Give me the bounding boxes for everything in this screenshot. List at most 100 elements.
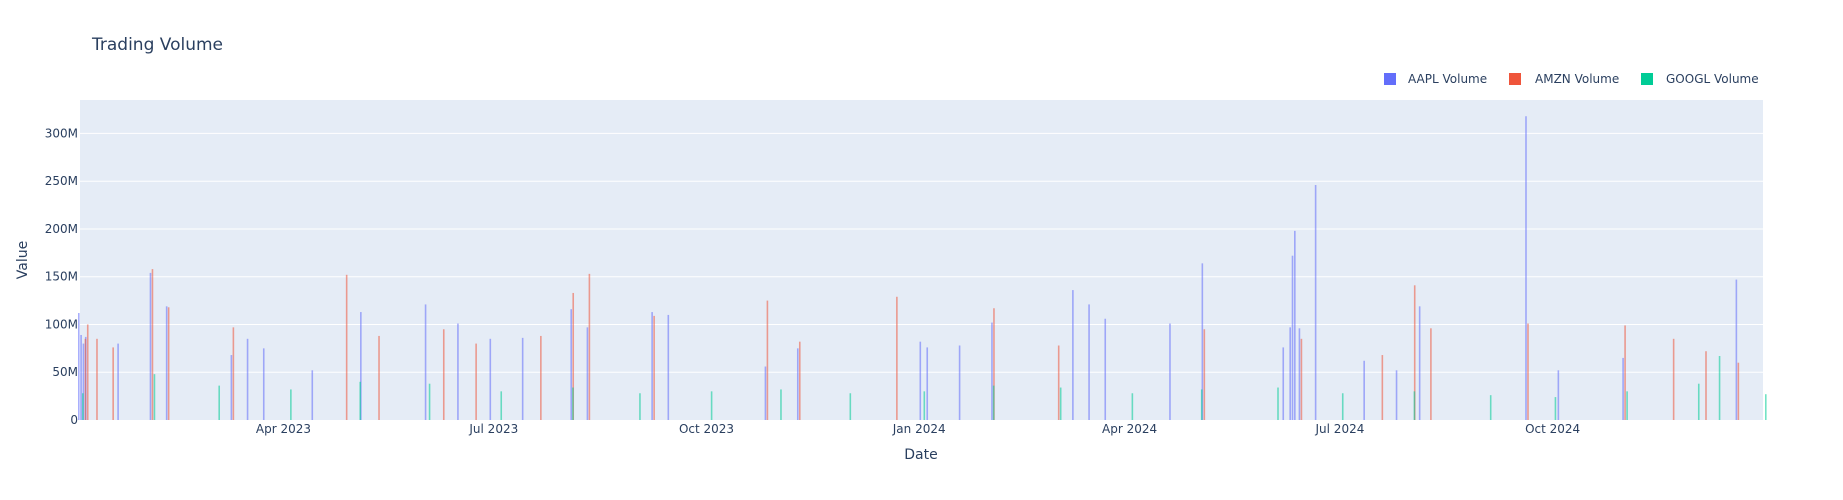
bar-amzn: [1381, 355, 1384, 420]
bar-googl: [849, 393, 852, 420]
legend-item-googl[interactable]: GOOGL Volume: [1641, 72, 1759, 86]
bar-amzn: [1737, 362, 1740, 420]
bar-amzn: [896, 296, 898, 420]
x-tick-label: Apr 2024: [1102, 422, 1157, 436]
series-amzn: [84, 269, 1740, 420]
bar-aapl: [764, 366, 767, 420]
x-tick-label: Oct 2024: [1525, 422, 1580, 436]
bar-googl: [1718, 356, 1721, 420]
bar-aapl: [1525, 116, 1527, 421]
bar-aapl: [1418, 306, 1421, 420]
bar-googl: [1554, 397, 1557, 420]
bar-googl: [1277, 387, 1279, 420]
bar-aapl: [360, 312, 362, 420]
bar-googl: [1059, 387, 1062, 420]
legend-label-googl: GOOGL Volume: [1666, 72, 1759, 86]
bar-aapl: [958, 345, 961, 420]
bar-amzn: [798, 341, 801, 420]
bar-aapl: [1298, 328, 1301, 420]
bar-googl: [639, 393, 641, 420]
bar-googl: [290, 389, 292, 420]
legend-item-amzn[interactable]: AMZN Volume: [1509, 72, 1619, 86]
y-axis-title: Value: [15, 241, 31, 279]
bar-googl: [500, 391, 503, 420]
bar-googl: [428, 383, 431, 420]
bar-amzn: [378, 335, 380, 420]
bar-aapl: [117, 343, 119, 420]
bar-amzn: [1624, 325, 1626, 420]
bar-aapl: [521, 337, 524, 420]
x-tick-label: Oct 2023: [679, 422, 734, 436]
bar-amzn: [766, 300, 769, 420]
bar-aapl: [424, 304, 427, 420]
bar-aapl: [1735, 279, 1738, 420]
bar-googl: [572, 387, 574, 420]
bar-aapl: [78, 313, 80, 420]
bar-amzn: [1413, 285, 1416, 420]
y-axis-ticks: 0 50M 100M 150M 200M 250M 300M: [45, 126, 78, 427]
y-tick-label: 50M: [52, 365, 78, 379]
bar-googl: [1131, 393, 1134, 420]
bar-amzn: [151, 269, 154, 420]
bar-aapl: [82, 343, 85, 420]
bar-aapl: [796, 348, 799, 420]
bar-aapl: [80, 334, 82, 420]
legend-swatch-amzn: [1509, 73, 1521, 85]
bar-googl: [1413, 391, 1416, 420]
bar-amzn: [1430, 328, 1432, 420]
bar-amzn: [1705, 351, 1707, 420]
bar-aapl: [570, 309, 573, 420]
y-tick-label: 300M: [45, 126, 78, 140]
bar-googl: [780, 389, 782, 420]
bar-amzn: [1057, 345, 1060, 420]
bar-googl: [1697, 383, 1700, 420]
bar-amzn: [1672, 338, 1675, 420]
bar-amzn: [588, 273, 591, 420]
bar-googl: [153, 374, 156, 420]
bar-aapl: [586, 327, 589, 420]
series-googl: [82, 356, 1767, 420]
bar-aapl: [1088, 304, 1090, 420]
legend-item-aapl[interactable]: AAPL Volume: [1384, 72, 1487, 86]
bar-aapl: [667, 314, 670, 420]
chart-title: Trading Volume: [91, 35, 223, 55]
bar-aapl: [1289, 327, 1291, 420]
bar-amzn: [572, 292, 575, 420]
bar-aapl: [1395, 370, 1398, 420]
bar-amzn: [540, 335, 542, 420]
bar-aapl: [1291, 255, 1294, 420]
bar-aapl: [1169, 323, 1171, 420]
bar-aapl: [1072, 290, 1074, 420]
bar-aapl: [165, 306, 168, 420]
bar-googl: [992, 385, 995, 420]
y-tick-label: 0: [70, 413, 78, 427]
bar-aapl: [457, 323, 459, 420]
bar-googl: [218, 385, 220, 420]
legend-label-aapl: AAPL Volume: [1408, 72, 1487, 86]
bar-amzn: [96, 338, 98, 420]
bar-aapl: [1622, 357, 1624, 420]
bar-aapl: [262, 348, 265, 420]
y-tick-label: 200M: [45, 222, 78, 236]
bar-amzn: [1203, 329, 1206, 420]
bar-googl: [1626, 391, 1628, 420]
bar-aapl: [311, 370, 314, 420]
x-tick-label: Jul 2023: [468, 422, 518, 436]
bar-aapl: [926, 347, 929, 420]
x-tick-label: Jan 2024: [892, 422, 946, 436]
bar-amzn: [1300, 338, 1303, 420]
bar-aapl: [1282, 347, 1285, 420]
x-axis-title: Date: [904, 447, 937, 463]
bar-aapl: [1201, 263, 1204, 420]
bar-amzn: [86, 324, 89, 420]
x-tick-label: Apr 2023: [256, 422, 311, 436]
bar-aapl: [1363, 360, 1365, 420]
bar-googl: [359, 381, 362, 420]
bar-googl: [1200, 389, 1203, 420]
bar-aapl: [1557, 370, 1560, 420]
bar-aapl: [991, 322, 993, 420]
bar-googl: [1341, 393, 1344, 420]
bar-googl: [1489, 395, 1492, 420]
x-axis-ticks: Apr 2023 Jul 2023 Oct 2023 Jan 2024 Apr 2024…: [256, 422, 1580, 436]
